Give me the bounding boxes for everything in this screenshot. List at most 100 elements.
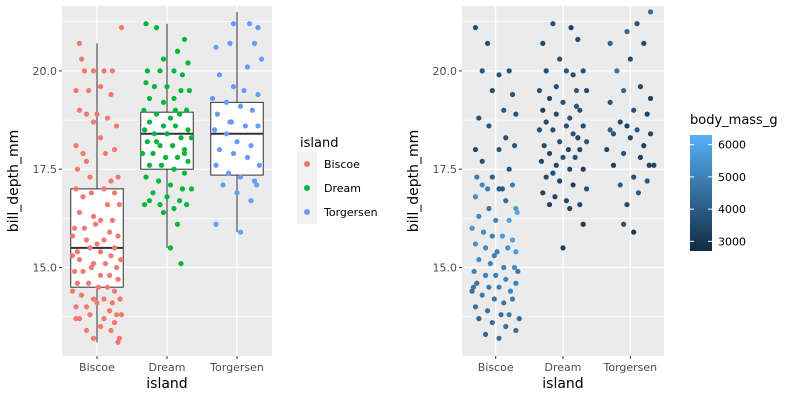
- data-point-dream: [164, 194, 170, 200]
- data-point-torgersen: [212, 127, 218, 133]
- data-point-dream: [163, 154, 169, 161]
- data-point-dream: [141, 107, 147, 113]
- data-point-torgersen: [614, 68, 620, 74]
- right-x-axis-title: island: [542, 376, 583, 392]
- y-tick-label: 17.5: [33, 163, 58, 176]
- data-point-biscoe: [503, 198, 509, 204]
- data-point-dream: [157, 68, 163, 74]
- data-point-biscoe: [69, 233, 76, 239]
- data-point-biscoe: [513, 205, 519, 212]
- data-point-biscoe: [116, 201, 122, 208]
- data-point-torgersen: [627, 135, 633, 141]
- right-y-axis-title: bill_depth_mm: [406, 130, 422, 233]
- data-point-dream: [157, 143, 163, 149]
- data-point-dream: [536, 87, 543, 94]
- data-point-dream: [172, 123, 178, 129]
- data-point-biscoe: [69, 253, 76, 259]
- data-point-dream: [151, 84, 157, 90]
- x-tick-label-torgersen: Torgersen: [209, 361, 264, 374]
- data-point-biscoe: [111, 245, 118, 251]
- data-point-dream: [171, 205, 177, 212]
- data-point-torgersen: [631, 174, 637, 180]
- data-point-biscoe: [90, 68, 97, 74]
- data-point-biscoe: [79, 56, 85, 62]
- data-point-dream: [580, 166, 586, 172]
- data-point-biscoe: [507, 288, 514, 294]
- data-point-biscoe: [479, 68, 485, 74]
- data-point-dream: [178, 135, 184, 141]
- data-point-dream: [143, 21, 149, 27]
- data-point-dream: [560, 154, 566, 161]
- data-point-biscoe: [108, 178, 114, 184]
- data-point-torgersen: [226, 170, 232, 176]
- data-point-biscoe: [479, 292, 485, 298]
- data-point-dream: [171, 95, 177, 102]
- data-point-dream: [174, 221, 181, 227]
- left-points: [69, 21, 265, 345]
- data-point-dream: [160, 209, 167, 216]
- data-point-biscoe: [480, 229, 487, 235]
- data-point-biscoe: [97, 323, 104, 330]
- data-point-biscoe: [496, 284, 502, 290]
- data-point-biscoe: [509, 91, 516, 98]
- data-point-biscoe: [487, 260, 493, 267]
- data-point-biscoe: [72, 225, 78, 231]
- data-point-torgersen: [651, 162, 657, 168]
- data-point-torgersen: [241, 87, 247, 94]
- data-point-biscoe: [90, 119, 97, 125]
- data-point-biscoe: [472, 25, 479, 31]
- data-point-biscoe: [484, 186, 491, 192]
- left-x-axis-title: island: [146, 376, 187, 392]
- boxplot-box-biscoe: [70, 188, 124, 288]
- data-point-dream: [550, 170, 556, 176]
- data-point-biscoe: [102, 260, 108, 267]
- data-point-biscoe: [486, 205, 492, 212]
- data-point-dream: [560, 245, 566, 251]
- right-gridlines: [462, 6, 664, 356]
- data-point-biscoe: [83, 111, 90, 117]
- data-point-dream: [557, 139, 563, 145]
- data-point-dream: [563, 198, 569, 204]
- data-point-dream: [540, 107, 546, 113]
- data-point-biscoe: [90, 335, 97, 341]
- data-point-biscoe: [474, 280, 480, 286]
- data-point-biscoe: [506, 166, 512, 172]
- data-point-biscoe: [496, 186, 502, 192]
- data-point-torgersen: [227, 119, 233, 125]
- data-point-dream: [568, 25, 574, 31]
- data-point-biscoe: [503, 135, 509, 141]
- data-point-torgersen: [631, 229, 637, 235]
- data-point-dream: [573, 87, 580, 94]
- data-point-dream: [178, 260, 184, 267]
- data-point-biscoe: [74, 280, 80, 286]
- right-chart: 15.0 17.5 20.0 Biscoe Dream Torgersen island…: [406, 6, 664, 392]
- data-point-torgersen: [248, 143, 254, 149]
- data-point-torgersen: [634, 21, 640, 27]
- data-point-biscoe: [516, 316, 522, 322]
- data-point-biscoe: [506, 217, 512, 223]
- data-point-dream: [580, 221, 586, 227]
- data-point-dream: [560, 99, 566, 105]
- legend-key-torgersen: [304, 209, 310, 215]
- data-point-biscoe: [97, 135, 104, 141]
- data-point-dream: [181, 146, 188, 153]
- data-point-biscoe: [104, 284, 111, 290]
- legend-label-biscoe: Biscoe: [324, 158, 360, 171]
- data-point-biscoe: [88, 190, 94, 196]
- data-point-biscoe: [513, 327, 519, 334]
- data-point-biscoe: [503, 323, 509, 330]
- y-tick-label: 15.0: [33, 262, 58, 275]
- data-point-biscoe: [116, 335, 122, 341]
- data-point-biscoe: [115, 276, 121, 282]
- data-point-torgersen: [227, 40, 233, 46]
- data-point-biscoe: [496, 146, 502, 153]
- data-point-dream: [178, 87, 184, 94]
- data-point-dream: [580, 68, 586, 74]
- data-point-dream: [546, 201, 553, 208]
- data-point-dream: [575, 135, 581, 141]
- data-point-dream: [142, 127, 148, 133]
- data-point-biscoe: [472, 241, 479, 247]
- body-mass-colorbar-ticks: 3000 4000 5000 6000: [690, 139, 746, 248]
- data-point-biscoe: [95, 284, 101, 290]
